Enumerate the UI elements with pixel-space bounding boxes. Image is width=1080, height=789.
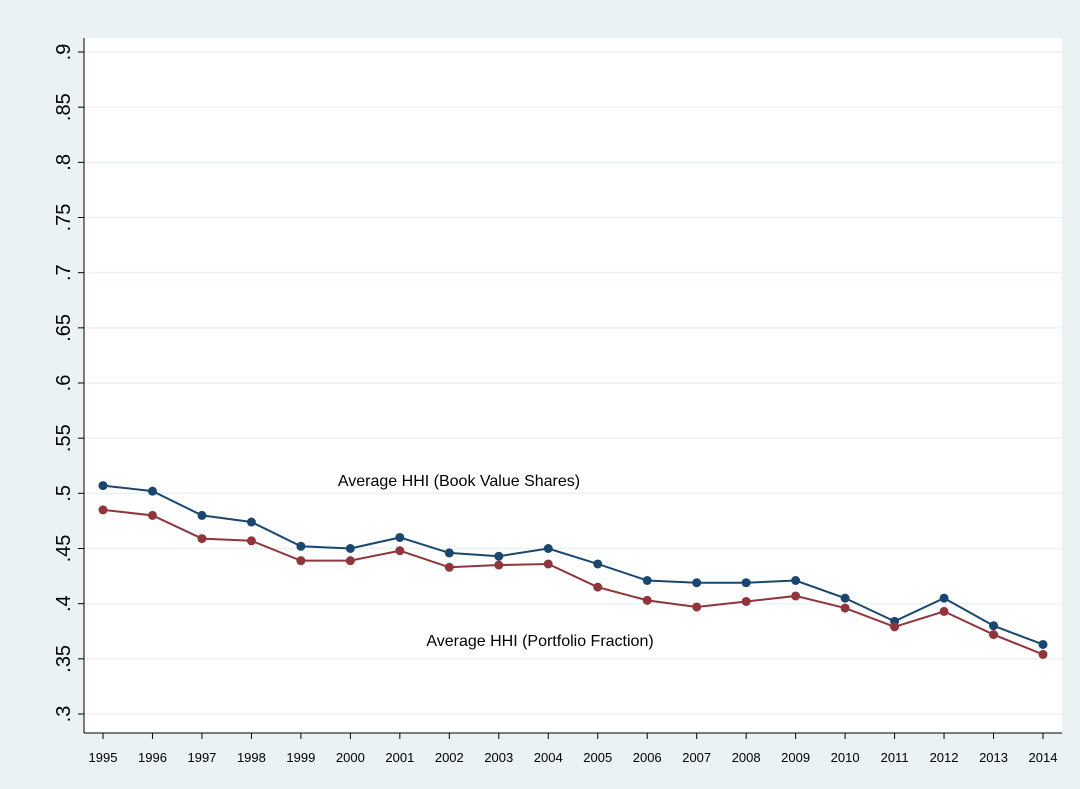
point (147, 510, 157, 520)
series-line (102, 484, 1044, 646)
point (543, 544, 553, 554)
y-tick-label: .35 (53, 645, 75, 673)
x-tick-label: 2009 (781, 750, 810, 765)
x-tick-label: 2004 (534, 750, 563, 765)
x-tick-label: 2014 (1029, 750, 1058, 765)
point (939, 593, 949, 603)
y-tick-label: .75 (53, 204, 75, 232)
point (345, 544, 355, 554)
x-tick-label: 2011 (881, 750, 909, 765)
x-tick-label: 2012 (930, 750, 959, 765)
x-tick-label: 2013 (979, 750, 1008, 765)
x-tick-label: 1999 (286, 750, 315, 765)
x-tick-label: 2000 (336, 750, 365, 765)
point (593, 559, 603, 569)
point (741, 578, 751, 588)
point (1038, 639, 1048, 649)
y-tick-label: .5 (53, 485, 75, 502)
point (543, 559, 553, 569)
point (741, 596, 751, 606)
point (395, 546, 405, 556)
point (246, 517, 256, 527)
point (939, 606, 949, 616)
point (989, 621, 999, 631)
point (692, 602, 702, 612)
y-tick-label: .4 (53, 595, 75, 612)
point (98, 481, 108, 491)
y-tick-label: .45 (53, 535, 75, 563)
point (246, 536, 256, 546)
x-tick-label: 2008 (732, 750, 761, 765)
y-tick-label: .85 (53, 93, 75, 121)
point (345, 556, 355, 566)
point (989, 630, 999, 640)
x-tick-label: 2005 (583, 750, 612, 765)
series-line (102, 508, 1044, 656)
point (444, 562, 454, 572)
x-tick-label: 2010 (831, 750, 860, 765)
point (642, 595, 652, 605)
x-tick-label: 1995 (89, 750, 118, 765)
point (296, 541, 306, 551)
point (692, 578, 702, 588)
y-tick-label: .55 (53, 424, 75, 452)
point (840, 603, 850, 613)
point (147, 486, 157, 496)
x-tick-label: 1996 (138, 750, 167, 765)
point (494, 551, 504, 561)
series-annotation: Average HHI (Portfolio Fraction) (426, 633, 653, 650)
point (890, 622, 900, 632)
point (1038, 649, 1048, 659)
x-tick-label: 1997 (187, 750, 216, 765)
point (197, 534, 207, 544)
point (98, 505, 108, 515)
series-annotation: Average HHI (Book Value Shares) (338, 473, 580, 490)
y-tick-label: .9 (53, 44, 75, 61)
point (395, 532, 405, 542)
x-tick-label: 2001 (385, 750, 414, 765)
x-tick-label: 2006 (633, 750, 662, 765)
point (593, 582, 603, 592)
point (791, 576, 801, 586)
point (494, 560, 504, 570)
point (296, 556, 306, 566)
point (840, 593, 850, 603)
point (444, 548, 454, 558)
plot-area (84, 38, 1062, 733)
x-tick-label: 1998 (237, 750, 266, 765)
y-tick-label: .8 (53, 154, 75, 171)
point (197, 510, 207, 520)
x-tick-label: 2007 (682, 750, 711, 765)
y-tick-label: .6 (53, 375, 75, 392)
y-tick-label: .65 (53, 314, 75, 342)
y-tick-label: .7 (53, 264, 75, 281)
point (642, 576, 652, 586)
point (791, 591, 801, 601)
x-tick-label: 2003 (484, 750, 513, 765)
y-tick-label: .3 (53, 706, 75, 723)
x-tick-label: 2002 (435, 750, 464, 765)
